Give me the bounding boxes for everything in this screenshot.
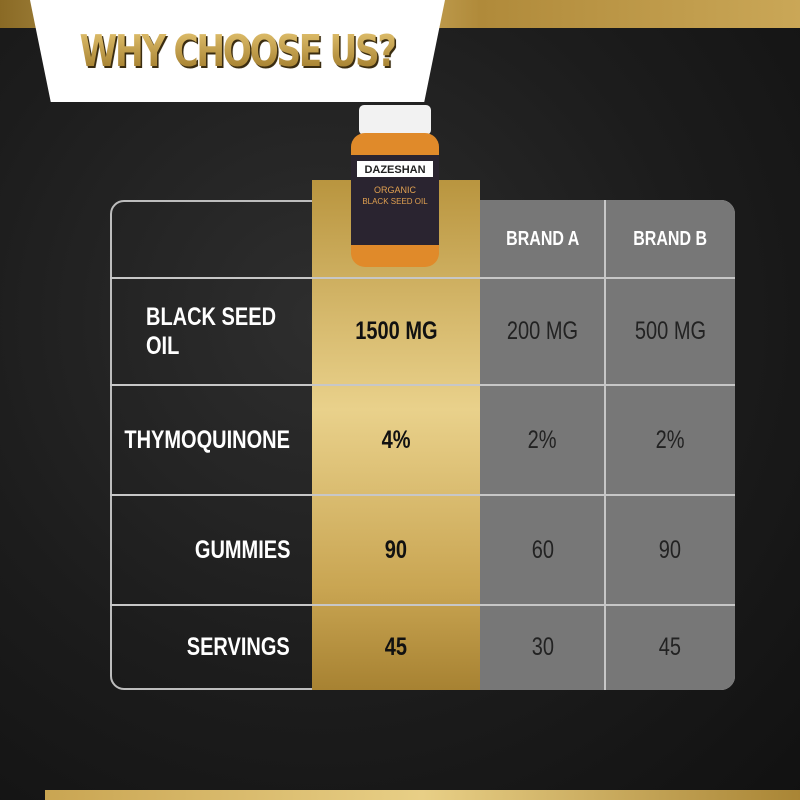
- product-bottle-image: DAZESHAN ORGANIC BLACK SEED OIL: [351, 105, 439, 267]
- svg-text:DAZESHAN: DAZESHAN: [364, 164, 425, 176]
- divider: [110, 604, 735, 606]
- our-value: 90: [384, 535, 408, 564]
- brand-b-value: 90: [658, 535, 682, 564]
- svg-text:BLACK SEED OIL: BLACK SEED OIL: [362, 197, 428, 206]
- divider: [110, 277, 735, 279]
- brand-b-value: 45: [658, 633, 682, 661]
- divider: [604, 200, 606, 690]
- brand-a-value: 60: [531, 535, 554, 564]
- bottom-gold-bar: [45, 790, 800, 800]
- row-label: THYMOQUINONE: [124, 425, 290, 454]
- brand-a-value: 30: [531, 633, 554, 661]
- row-label: SERVINGS: [187, 633, 290, 661]
- title-banner: WHY CHOOSE US?: [30, 0, 445, 102]
- our-value: 4%: [381, 425, 411, 454]
- row-label: GUMMIES: [194, 535, 290, 564]
- brand-a-value: 200 MG: [506, 317, 579, 345]
- our-value: 1500 MG: [354, 317, 438, 345]
- page-title: WHY CHOOSE US?: [79, 25, 398, 77]
- our-value: 45: [384, 633, 408, 661]
- brand-b-value: 2%: [655, 425, 685, 454]
- brand-a-value: 2%: [528, 425, 557, 454]
- brand-b-value: 500 MG: [634, 317, 706, 345]
- divider: [110, 384, 735, 386]
- column-header-brand-a: BRAND A: [505, 227, 580, 250]
- svg-text:ORGANIC: ORGANIC: [374, 185, 417, 195]
- competitor-columns: [480, 200, 735, 690]
- divider: [110, 494, 735, 496]
- row-label: BLACK SEED OIL: [146, 302, 277, 360]
- column-header-brand-b: BRAND B: [633, 227, 707, 250]
